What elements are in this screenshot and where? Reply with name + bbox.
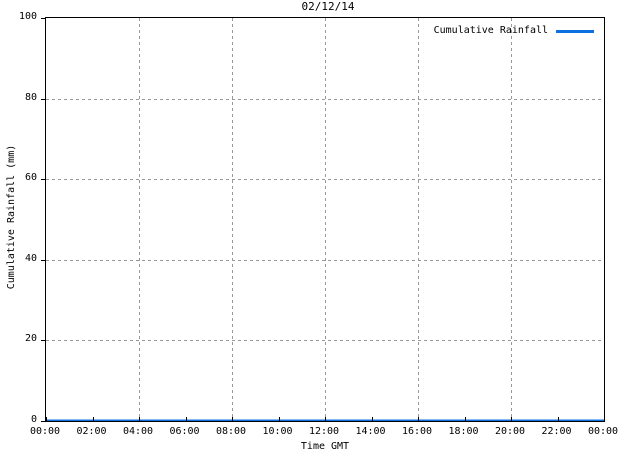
x-tick-label: 20:00 bbox=[494, 426, 526, 437]
legend-line-swatch bbox=[556, 29, 594, 33]
x-tick-mark bbox=[325, 417, 326, 422]
x-tick-label: 14:00 bbox=[355, 426, 386, 437]
y-tick-label: 20 bbox=[24, 333, 37, 345]
x-tick-label: 12:00 bbox=[308, 426, 340, 437]
chart-title: 02/12/14 bbox=[301, 0, 355, 13]
x-tick-label: 02:00 bbox=[76, 426, 107, 437]
x-tick-mark bbox=[46, 417, 47, 422]
chart-legend: Cumulative Rainfall bbox=[434, 25, 594, 37]
y-axis-title: Cumulative Rainfall (mm) bbox=[6, 144, 17, 290]
plot-area: Cumulative Rainfall bbox=[41, 17, 605, 422]
y-tick-mark bbox=[41, 260, 46, 261]
legend-label-cumulative-rainfall: Cumulative Rainfall bbox=[433, 25, 548, 36]
gridlines bbox=[46, 18, 604, 421]
x-tick-mark bbox=[511, 417, 512, 422]
y-tick-label: 60 bbox=[24, 172, 37, 184]
y-tick-mark bbox=[41, 340, 46, 341]
x-tick-label: 06:00 bbox=[169, 426, 200, 437]
x-tick-label: 10:00 bbox=[262, 426, 293, 437]
y-tick-mark bbox=[41, 18, 46, 19]
y-tick-label: 80 bbox=[24, 91, 37, 103]
y-tick-label: 0 bbox=[30, 414, 37, 425]
x-tick-mark bbox=[186, 417, 187, 422]
x-tick-label: 16:00 bbox=[401, 426, 433, 437]
x-tick-label: 08:00 bbox=[215, 426, 247, 437]
x-tick-label: 18:00 bbox=[448, 426, 479, 437]
data-series-layer bbox=[46, 18, 604, 421]
x-tick-label: 22:00 bbox=[541, 426, 572, 437]
y-tick-mark bbox=[41, 99, 46, 100]
x-tick-mark bbox=[465, 417, 466, 422]
x-tick-mark bbox=[93, 417, 94, 422]
x-tick-label: 00:00 bbox=[587, 426, 619, 437]
y-tick-label: 100 bbox=[18, 11, 37, 22]
x-tick-mark bbox=[372, 417, 373, 422]
x-tick-mark bbox=[139, 417, 140, 422]
x-tick-mark bbox=[604, 417, 605, 422]
y-tick-mark bbox=[41, 179, 46, 180]
y-tick-mark bbox=[41, 421, 46, 422]
x-tick-mark bbox=[279, 417, 280, 422]
y-tick-label: 40 bbox=[24, 252, 37, 264]
x-axis-title: Time GMT bbox=[300, 441, 350, 452]
x-tick-mark bbox=[558, 417, 559, 422]
x-tick-mark bbox=[232, 417, 233, 422]
x-tick-label: 00:00 bbox=[29, 426, 61, 437]
x-tick-label: 04:00 bbox=[122, 426, 154, 437]
x-tick-mark bbox=[418, 417, 419, 422]
